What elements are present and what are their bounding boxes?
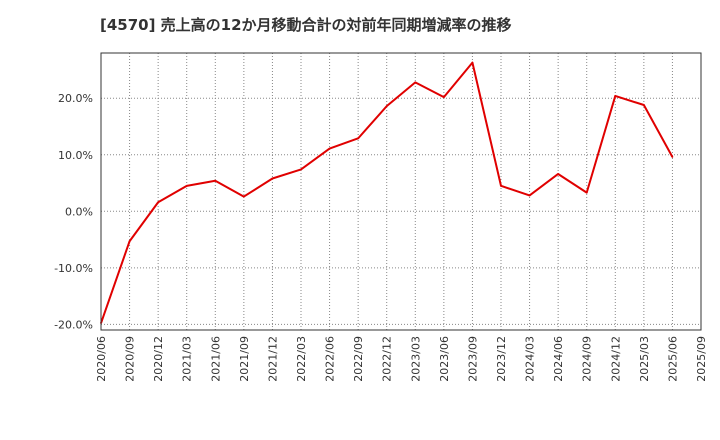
data-point xyxy=(385,105,388,107)
data-point xyxy=(500,185,502,187)
x-tick-label: 2020/06 xyxy=(95,336,108,382)
data-point xyxy=(443,96,445,98)
x-tick-label: 2022/03 xyxy=(295,336,308,382)
x-tick-label: 2021/06 xyxy=(209,336,222,382)
data-point xyxy=(328,147,331,150)
y-tick-label: 20.0% xyxy=(58,92,93,105)
data-point xyxy=(614,95,617,97)
x-tick-label: 2023/12 xyxy=(495,336,508,382)
y-tick-label: 10.0% xyxy=(58,149,93,162)
plot-frame xyxy=(100,52,702,331)
x-tick-label: 2024/12 xyxy=(609,336,622,382)
y-tick-label: -10.0% xyxy=(54,262,93,275)
chart-title: [4570] 売上高の12か月移動合計の対前年同期増減率の推移 xyxy=(100,16,512,34)
data-point xyxy=(557,173,559,175)
y-tick-label: -20.0% xyxy=(54,318,93,331)
y-tick-label: 0.0% xyxy=(65,205,93,218)
data-point xyxy=(271,177,274,180)
data-point xyxy=(243,195,245,198)
x-tick-label: 2021/03 xyxy=(181,336,194,382)
x-tick-label: 2025/03 xyxy=(638,336,651,382)
data-point xyxy=(643,104,645,106)
x-tick-label: 2020/09 xyxy=(124,336,137,382)
x-tick-label: 2021/12 xyxy=(266,336,279,382)
x-tick-label: 2023/06 xyxy=(438,336,451,382)
x-tick-label: 2022/09 xyxy=(352,336,365,382)
data-point xyxy=(185,185,188,187)
x-tick-label: 2024/06 xyxy=(552,336,565,382)
data-point xyxy=(414,81,417,84)
data-point xyxy=(585,191,588,194)
x-tick-label: 2020/12 xyxy=(152,336,165,382)
data-point xyxy=(214,179,217,182)
data-point xyxy=(528,194,531,197)
data-point xyxy=(471,61,474,64)
x-tick-label: 2023/03 xyxy=(409,336,422,382)
x-tick-label: 2024/03 xyxy=(524,336,537,382)
data-point xyxy=(671,156,674,158)
x-tick-label: 2024/09 xyxy=(581,336,594,382)
x-tick-label: 2023/09 xyxy=(466,336,479,382)
x-tick-label: 2025/06 xyxy=(666,336,679,382)
x-tick-label: 2025/09 xyxy=(695,336,708,382)
data-point xyxy=(300,168,302,171)
data-point xyxy=(157,201,159,204)
data-point xyxy=(357,137,359,140)
x-tick-label: 2022/06 xyxy=(324,336,337,382)
data-point xyxy=(128,240,131,243)
x-tick-label: 2022/12 xyxy=(381,336,394,382)
x-tick-label: 2021/09 xyxy=(238,336,251,382)
